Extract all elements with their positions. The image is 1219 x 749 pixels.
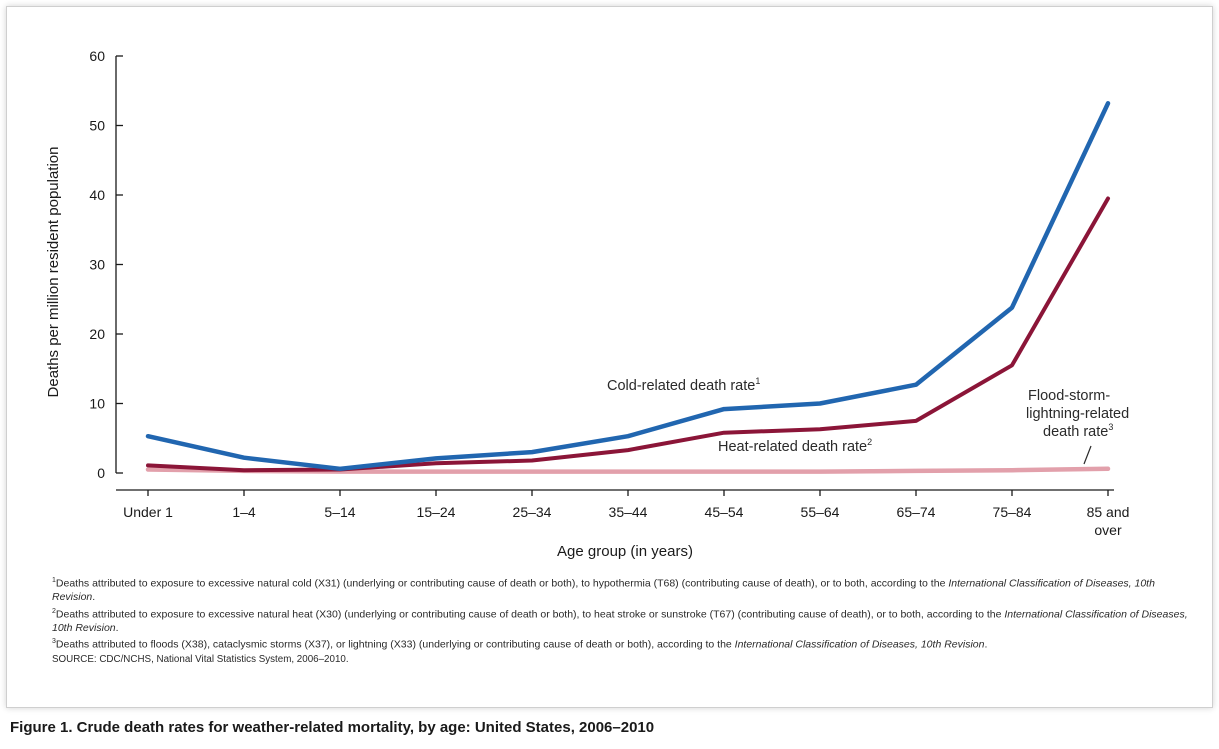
series-line-cold: [145, 101, 1111, 472]
footnote-1: 1Deaths attributed to exposure to excess…: [52, 577, 1155, 603]
y-tick-label: 30: [89, 257, 105, 273]
figure-frame: [6, 6, 1213, 708]
footnote-2: 2Deaths attributed to exposure to excess…: [52, 607, 1188, 634]
x-tick-label: 75–84: [993, 504, 1032, 520]
x-axis: Under 1 1–4 5–14 15–24 25–34 35–44 45–54 55–64 6…: [116, 489, 1130, 538]
y-axis-label: Deaths per million resident population: [45, 147, 62, 398]
footnote-3: 3Deaths attributed to floods (X38), cata…: [52, 638, 988, 651]
x-tick-label: 85 and: [1087, 504, 1130, 520]
series-line-heat: [146, 196, 1110, 473]
y-tick-label: 20: [89, 326, 105, 342]
flood-annotation-line: death rate3: [1043, 422, 1113, 440]
x-tick-label: 65–74: [897, 504, 936, 520]
y-tick-label: 0: [97, 465, 105, 481]
cold-annotation: Cold-related death rate1: [607, 376, 760, 394]
y-tick-label: 10: [89, 396, 105, 412]
y-tick-label: 40: [89, 187, 105, 203]
x-tick-label: over: [1094, 522, 1122, 538]
flood-annotation-line: lightning-related: [1026, 406, 1129, 422]
line-chart: 0 10 20 30 40 50 60 Under 1 1–4 5–14 15–24 25–34 35…: [45, 48, 1130, 560]
x-tick-label: 55–64: [801, 504, 840, 520]
x-axis-label: Age group (in years): [557, 543, 693, 560]
flood-annotation-line: Flood-storm-: [1028, 388, 1110, 404]
x-tick-label: Under 1: [123, 504, 173, 520]
x-tick-label: 35–44: [609, 504, 648, 520]
x-tick-label: 15–24: [417, 504, 456, 520]
y-tick-label: 50: [89, 118, 105, 134]
x-tick-label: 45–54: [705, 504, 744, 520]
x-tick-label: 5–14: [324, 504, 355, 520]
footnotes: 1Deaths attributed to exposure to excess…: [52, 574, 1192, 667]
x-tick-label: 25–34: [513, 504, 552, 520]
series-lines: [145, 101, 1111, 474]
source-note: SOURCE: CDC/NCHS, National Vital Statist…: [52, 654, 349, 665]
series-annotations: Cold-related death rate1 Heat-related dea…: [607, 376, 1129, 465]
y-axis: 0 10 20 30 40 50 60: [89, 48, 123, 481]
x-tick-label: 1–4: [232, 504, 256, 520]
heat-annotation: Heat-related death rate2: [718, 437, 872, 455]
y-tick-label: 60: [89, 48, 105, 64]
flood-leader-line: [1083, 445, 1092, 465]
figure-caption: Figure 1. Crude death rates for weather-…: [10, 719, 655, 736]
